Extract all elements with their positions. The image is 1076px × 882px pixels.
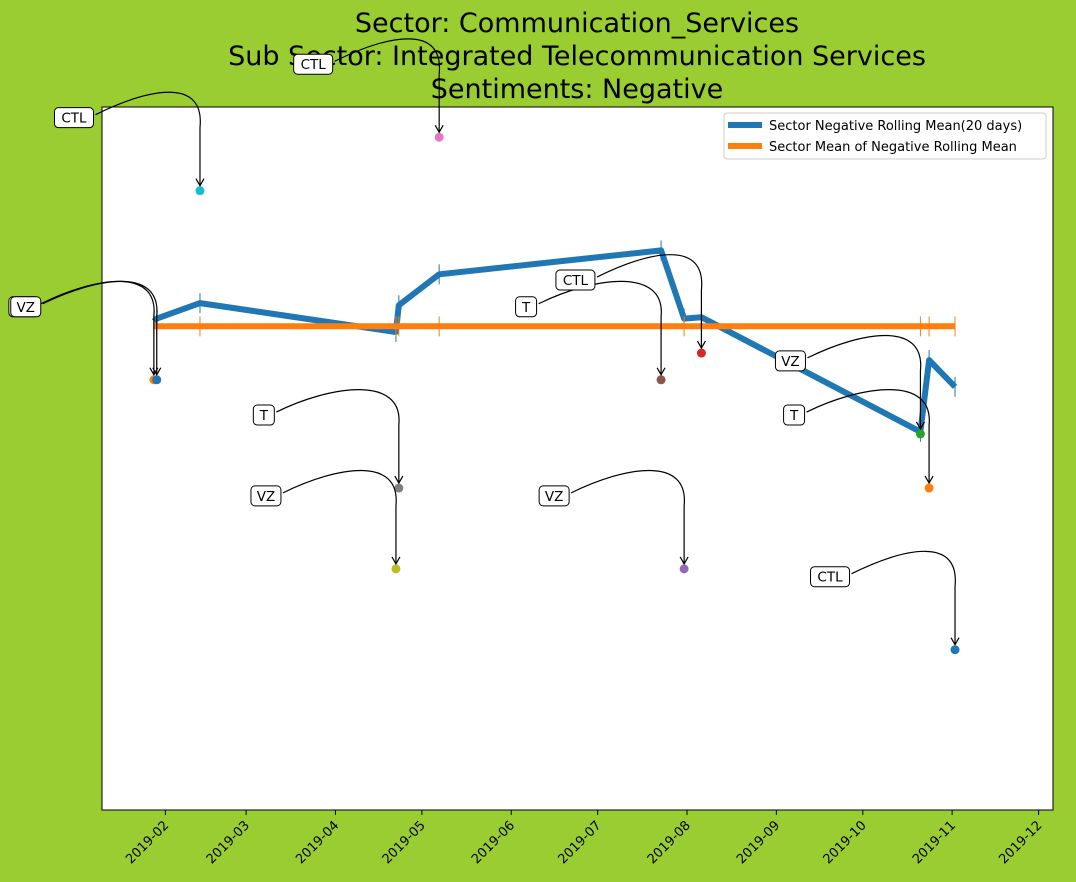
data-point-ctl xyxy=(195,186,205,196)
annotation-box xyxy=(10,296,42,318)
legend-label-mean: Sector Mean of Negative Rolling Mean xyxy=(769,140,1017,155)
x-tick-label: 2019-09 xyxy=(734,818,783,867)
x-tick-label: 2019-10 xyxy=(821,818,870,867)
annotation-ctl: CTL xyxy=(53,91,205,187)
annotation-arrow xyxy=(42,280,158,375)
annotation-t: T xyxy=(515,280,666,376)
annotation-arrowhead xyxy=(696,340,706,350)
annotation-vz: VZ xyxy=(774,334,925,431)
annotation-arrow xyxy=(851,550,956,645)
data-point-ctl xyxy=(950,645,960,655)
data-point-vz xyxy=(679,564,689,574)
chart-title: Sector: Communication_Services Sub Secto… xyxy=(228,8,926,105)
annotation-arrow xyxy=(276,389,400,484)
x-tick-label: 2019-02 xyxy=(123,818,172,867)
x-tick-label: 2019-04 xyxy=(293,818,342,867)
annotation-arrowhead xyxy=(391,556,401,566)
annotation-box xyxy=(810,566,851,588)
annotation-label: VZ xyxy=(781,354,799,370)
annotation-label: T xyxy=(521,300,531,316)
data-point-t xyxy=(924,483,934,493)
annotation-box xyxy=(53,107,94,129)
annotation-arrow xyxy=(596,254,703,349)
chart-title-line-1: Sector: Communication_Services xyxy=(355,8,799,39)
annotation-arrowhead xyxy=(152,367,162,376)
annotation-box xyxy=(250,485,282,507)
annotation-vz: VZ xyxy=(10,280,162,376)
legend-box xyxy=(723,112,1047,160)
series-line-0 xyxy=(151,247,958,435)
x-tick-label: 2019-07 xyxy=(555,818,604,867)
legend-label-rolling-mean: Sector Negative Rolling Mean(20 days) xyxy=(769,119,1022,134)
annotation-t: T xyxy=(783,389,934,485)
annotation-arrow xyxy=(95,91,201,186)
data-point-t xyxy=(656,375,666,385)
annotation-vz: VZ xyxy=(538,469,689,566)
annotation-ctl: CTL xyxy=(810,550,960,646)
annotation-arrowhead xyxy=(195,178,205,187)
annotation-arrow xyxy=(282,469,397,564)
data-point-t xyxy=(394,483,404,493)
annotation-layer: VZVZCTLTVZCTLTVZCTLVZTCTL xyxy=(8,38,960,646)
annotation-vz: VZ xyxy=(250,469,401,566)
x-axis: 2019-02 2019-03 2019-04 2019-05 2019-06 2019-… xyxy=(123,810,1045,867)
annotation-box xyxy=(515,296,538,318)
data-point-ctl xyxy=(434,132,444,142)
annotation-arrow xyxy=(570,469,685,564)
x-tick-label: 2019-11 xyxy=(910,818,959,867)
annotation-label: VZ xyxy=(17,300,35,316)
annotation-ctl: CTL xyxy=(293,38,444,134)
annotation-label: CTL xyxy=(563,273,589,289)
points-layer xyxy=(149,132,960,655)
annotation-label: CTL xyxy=(61,111,87,127)
annotation-arrowhead xyxy=(394,475,404,485)
x-tick-label: 2019-08 xyxy=(645,818,694,867)
annotation-arrow xyxy=(334,38,440,133)
x-tick-label: 2019-12 xyxy=(996,818,1045,867)
annotation-box xyxy=(293,53,334,75)
annotation-arrowhead xyxy=(915,421,925,431)
annotation-arrow xyxy=(806,389,930,484)
annotation-box xyxy=(783,404,806,426)
annotation-arrowhead xyxy=(434,124,444,134)
data-point-vz xyxy=(391,564,401,574)
annotation-box xyxy=(252,404,275,426)
annotation-label: T xyxy=(259,408,269,424)
annotation-box xyxy=(538,485,570,507)
x-tick-label: 2019-06 xyxy=(469,818,518,867)
x-tick-label: 2019-05 xyxy=(380,818,429,867)
chart-title-line-3: Sentiments: Negative xyxy=(431,74,723,105)
annotation-arrowhead xyxy=(924,475,934,485)
annotation-arrowhead xyxy=(679,556,689,566)
data-point-vz xyxy=(152,375,162,385)
annotation-label: CTL xyxy=(817,570,843,586)
annotation-t: T xyxy=(252,389,404,485)
annotation-arrowhead xyxy=(656,367,666,376)
data-point-ctl xyxy=(696,348,706,358)
annotation-label: T xyxy=(789,408,799,424)
annotation-label: CTL xyxy=(301,57,327,73)
annotation-box xyxy=(555,269,596,291)
annotation-arrow xyxy=(807,334,922,429)
annotation-label: VZ xyxy=(257,489,275,505)
annotation-box xyxy=(774,350,806,372)
annotation-arrowhead xyxy=(950,637,960,646)
x-tick-label: 2019-03 xyxy=(204,818,253,867)
legend: Sector Negative Rolling Mean(20 days) Se… xyxy=(723,112,1047,160)
annotation-arrow xyxy=(538,280,662,375)
annotation-ctl: CTL xyxy=(555,254,706,350)
data-point-vz xyxy=(915,429,925,439)
plot-area xyxy=(101,106,1054,811)
annotation-label: VZ xyxy=(545,489,563,505)
